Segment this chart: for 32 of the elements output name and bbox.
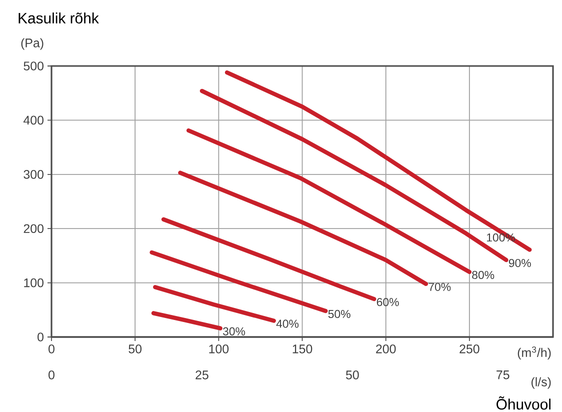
x-tick-label: 0	[48, 344, 54, 354]
series-label: 50%	[328, 310, 350, 318]
series-label: 40%	[276, 320, 299, 328]
text: (l/s)	[532, 377, 551, 389]
x-tick-label: 150	[292, 344, 312, 354]
text: (Pa)	[21, 38, 44, 50]
x-tick-label: 100	[209, 344, 229, 354]
series-label: 80%	[472, 270, 494, 280]
x2-tick-label: 25	[196, 370, 208, 380]
x2-tick-label: 75	[496, 370, 510, 380]
y-tick-label: 300	[24, 170, 44, 179]
x2-tick-label: 50	[346, 370, 359, 380]
series-label: 60%	[376, 298, 399, 306]
y-tick-label: 200	[24, 224, 44, 234]
x-tick-label: 50	[128, 344, 142, 354]
series-label: 90%	[508, 258, 531, 268]
x-tick-label: 200	[376, 344, 396, 354]
x-tick-label: 250	[460, 344, 480, 354]
line-series	[161, 217, 376, 302]
y-axis-title: Kasulik rõhk	[18, 12, 99, 24]
series-label: 70%	[428, 282, 451, 291]
y-tick-label: 100	[24, 278, 44, 288]
line-series	[178, 170, 428, 286]
text: (m$^{3}$/h)	[518, 346, 551, 360]
y-tick-label: 0	[38, 332, 44, 342]
y-tick-label: 400	[23, 116, 44, 125]
y-tick-label: 500	[24, 62, 44, 70]
series-label: 30%	[222, 327, 246, 336]
line-series	[224, 70, 532, 252]
line-series	[186, 128, 472, 274]
x2-tick-label: 0	[48, 370, 54, 380]
x-axis-title: Õhuvool	[496, 396, 550, 410]
